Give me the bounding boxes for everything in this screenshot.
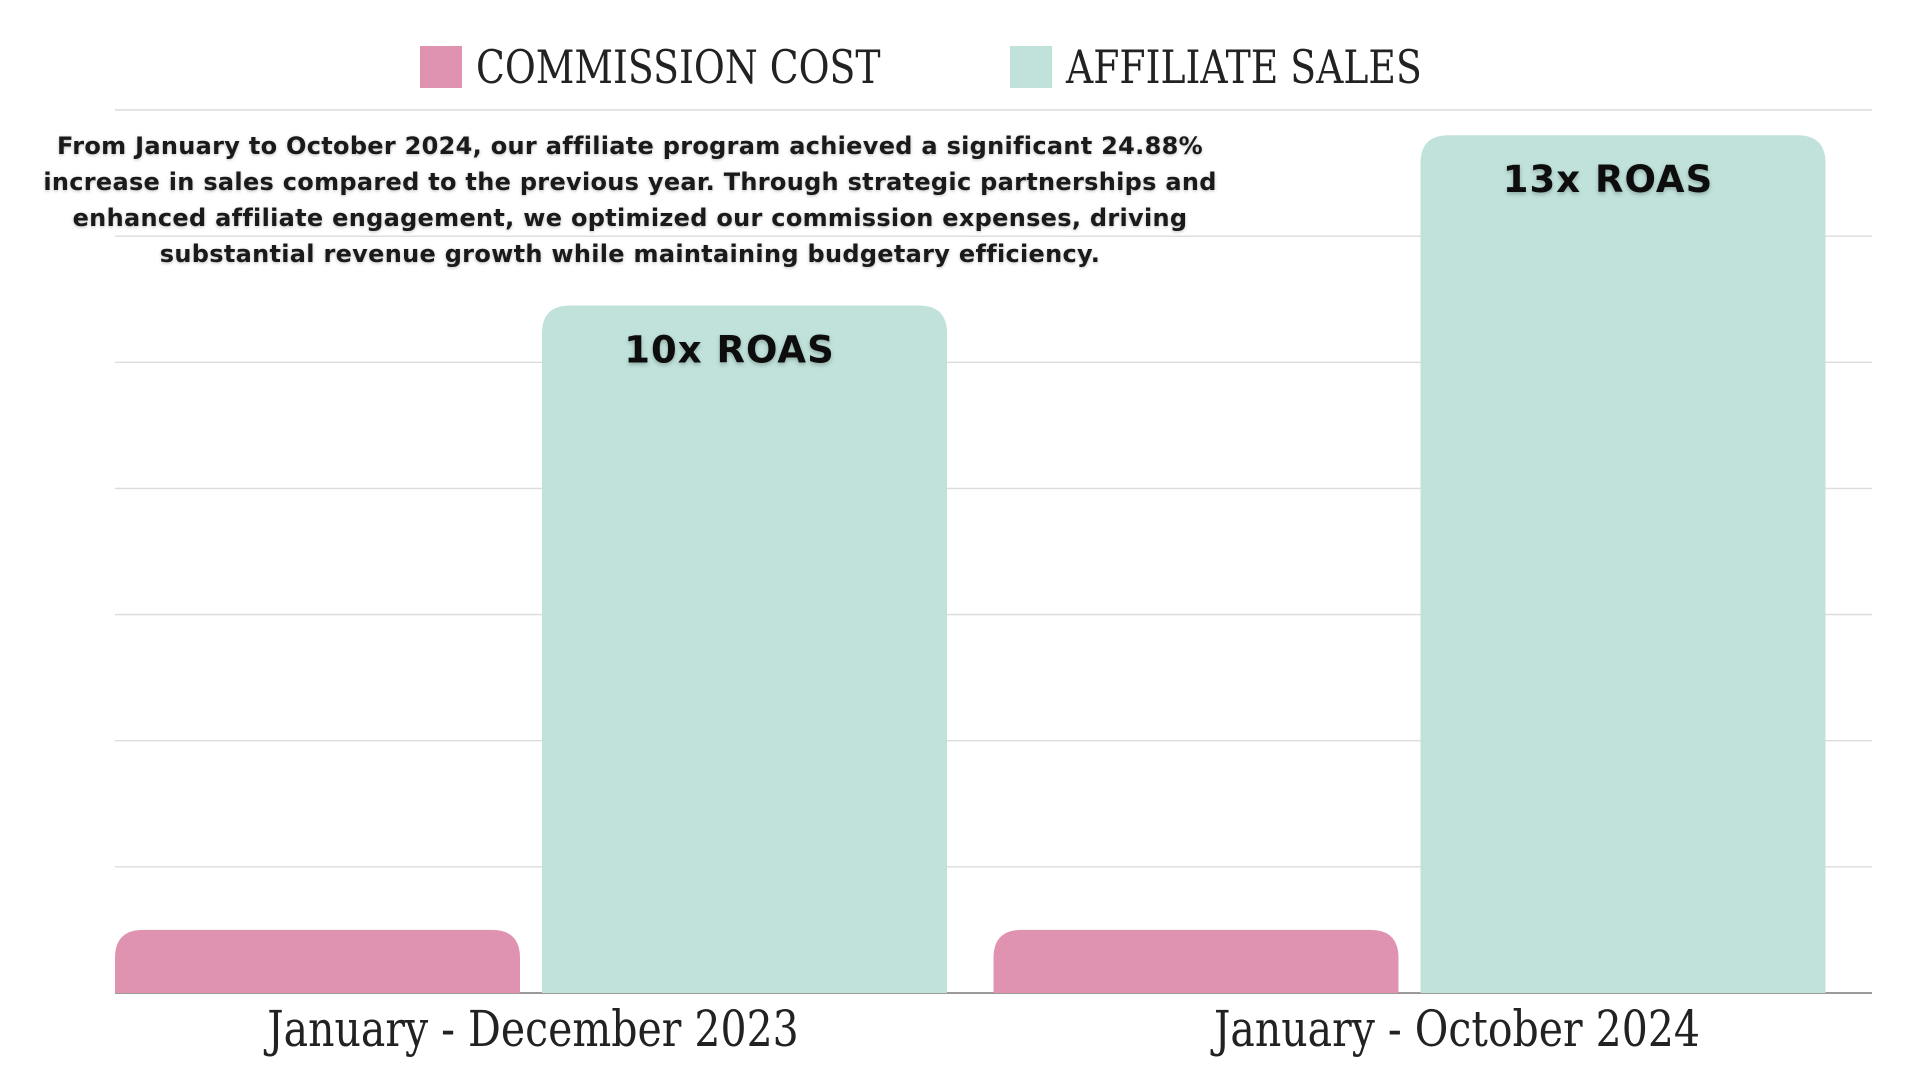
legend-item-commission-cost: COMMISSION COST <box>420 40 969 94</box>
bar-affiliate-sales-1 <box>1420 135 1826 993</box>
roas-label-0: 10x ROAS <box>624 329 834 372</box>
annotation-text: From January to October 2024, our affili… <box>43 132 1217 268</box>
legend-item-affiliate-sales: AFFILIATE SALES <box>1009 40 1500 94</box>
roas-label-1: 13x ROAS <box>1503 158 1713 201</box>
legend-swatch-affiliate-sales <box>1009 46 1052 88</box>
bar-commission-cost-0 <box>115 929 520 993</box>
category-label-2024: January - October 2024 <box>1213 1000 1701 1058</box>
legend-swatch-commission-cost <box>420 46 463 88</box>
category-label-2023: January - December 2023 <box>267 1000 799 1058</box>
bar-commission-cost-1 <box>993 929 1399 993</box>
legend-label-affiliate-sales: AFFILIATE SALES <box>1065 40 1422 94</box>
legend: COMMISSION COST AFFILIATE SALES <box>0 40 1920 94</box>
bar-affiliate-sales-0 <box>542 305 947 993</box>
legend-label-commission-cost: COMMISSION COST <box>476 40 881 94</box>
